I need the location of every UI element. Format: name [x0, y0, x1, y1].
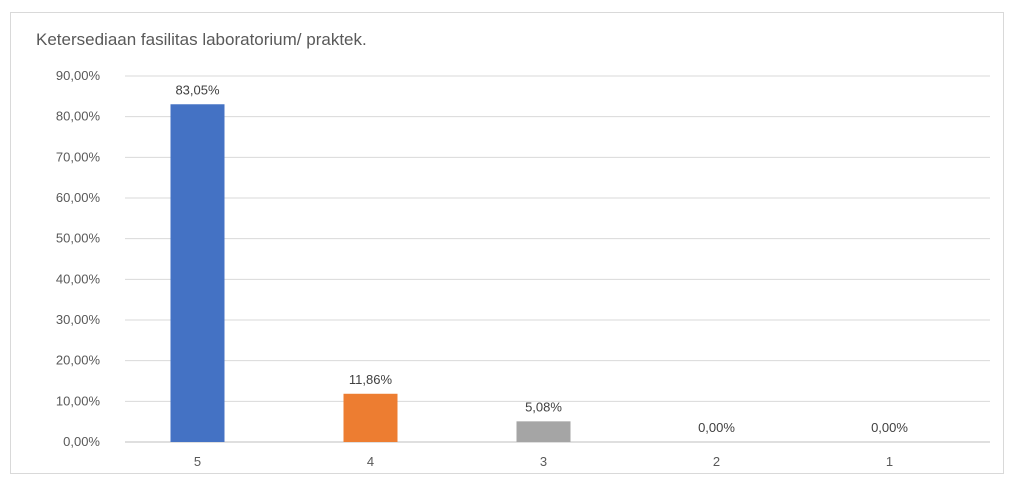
y-tick-label: 60,00% [56, 190, 101, 205]
y-tick-label: 30,00% [56, 312, 101, 327]
data-label: 5,08% [525, 399, 562, 414]
y-tick-label: 20,00% [56, 353, 101, 368]
chart-title: Ketersediaan fasilitas laboratorium/ pra… [36, 30, 367, 49]
y-tick-label: 0,00% [63, 434, 100, 449]
bar [343, 393, 398, 442]
bar [170, 104, 225, 442]
x-tick-label: 3 [540, 454, 547, 469]
data-label: 11,86% [349, 372, 393, 387]
y-tick-label: 90,00% [56, 68, 101, 83]
y-tick-label: 50,00% [56, 231, 101, 246]
data-label: 0,00% [871, 420, 908, 435]
bar [516, 421, 571, 442]
x-tick-label: 4 [367, 454, 374, 469]
data-label: 83,05% [175, 82, 220, 97]
x-tick-label: 1 [886, 454, 893, 469]
data-label: 0,00% [698, 420, 735, 435]
x-tick-label: 5 [194, 454, 201, 469]
y-tick-label: 10,00% [56, 393, 101, 408]
x-tick-label: 2 [713, 454, 720, 469]
y-tick-label: 70,00% [56, 149, 101, 164]
y-tick-label: 80,00% [56, 109, 101, 124]
y-tick-label: 40,00% [56, 271, 101, 286]
